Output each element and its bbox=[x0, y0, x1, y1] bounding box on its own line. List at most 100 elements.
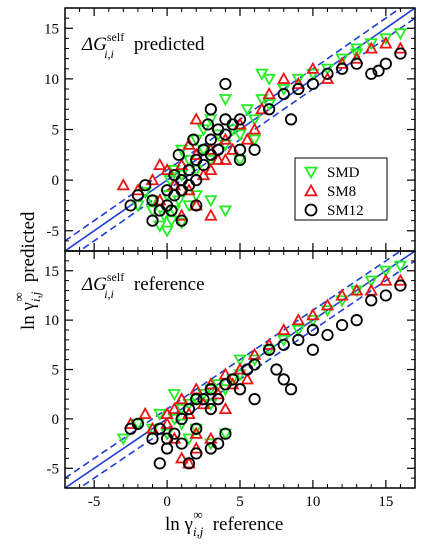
panel1-sm12-point-1 bbox=[131, 189, 145, 202]
panel1-sm12-point-40 bbox=[372, 64, 385, 77]
panel1-sm12-point-42 bbox=[165, 204, 178, 217]
legend-marker-sm12 bbox=[304, 203, 318, 217]
bottom-annotation-sup: self bbox=[107, 270, 124, 284]
panel1-sm12-point-31 bbox=[284, 113, 298, 126]
panel1-sm12-point-38 bbox=[379, 57, 392, 70]
panel2-smd-point-23 bbox=[306, 315, 320, 328]
panel-bottom: -5 0 5 10 15 -5 0 5 10 15 ΔGself i,i reference bbox=[44, 250, 416, 510]
panel1-sm8-point-14 bbox=[240, 132, 255, 145]
panel1-sm12-point-39 bbox=[394, 47, 407, 60]
xtick-label: -5 bbox=[88, 494, 101, 510]
panel2-ytick-label: 10 bbox=[44, 313, 59, 329]
y-axis-title-sub: i,j bbox=[28, 291, 43, 302]
panel1-smd-point-9 bbox=[174, 217, 189, 230]
panel1-sm8-point-2 bbox=[145, 173, 160, 186]
panel1-smd-point-31 bbox=[335, 53, 349, 66]
panel2-sm12-point-30 bbox=[321, 328, 334, 342]
panel1-smd-point-35 bbox=[393, 28, 408, 41]
panel1-sm8-point-32 bbox=[153, 157, 167, 170]
panel1-smd-point-49 bbox=[240, 104, 255, 117]
panel1-sm12-point-48 bbox=[201, 118, 215, 131]
panel1-sm8-point-1 bbox=[131, 183, 145, 196]
panel2-sm8-point-4 bbox=[160, 416, 174, 429]
y-axis-title: ln γi,j∞ predicted bbox=[11, 211, 43, 330]
panel1-sm12-point-22 bbox=[219, 128, 232, 141]
panel1-sm8-point-21 bbox=[262, 87, 276, 100]
panel1-sm12-point-41 bbox=[175, 214, 188, 227]
panel1-sm12-point-35 bbox=[335, 62, 349, 75]
panel1-sm8-point-24 bbox=[306, 61, 320, 74]
panel2-sm12-point-40 bbox=[277, 373, 290, 386]
bottom-annotation-sub: i,i bbox=[104, 287, 114, 301]
panel1-sm12-point-3 bbox=[146, 194, 159, 207]
panel1-smd-point-34 bbox=[379, 33, 393, 46]
panel1-sm12-point-36 bbox=[350, 57, 363, 70]
panel2-sm12-point-24 bbox=[263, 343, 276, 356]
top-annotation-main: ΔG bbox=[81, 34, 107, 55]
top-plot-area bbox=[65, 8, 415, 251]
xtick-label: 0 bbox=[163, 494, 171, 510]
panel2-offset-line-1 bbox=[65, 251, 402, 479]
panel2-sm8-point-23 bbox=[291, 313, 306, 326]
panel2-sm12-point-8 bbox=[175, 437, 188, 450]
panel1-smd-point-16 bbox=[204, 154, 218, 167]
x-axis-title-sub: i,j bbox=[193, 524, 204, 539]
panel2-sm12-point-16 bbox=[212, 393, 225, 406]
panel2-sm12-point-35 bbox=[394, 279, 407, 292]
panel2-sm8-point-18 bbox=[182, 456, 196, 469]
panel1-sm8-point-35 bbox=[204, 162, 218, 176]
x-axis-title: ln γi,j ∞ reference bbox=[165, 507, 283, 539]
panel2-sm12-point-6 bbox=[168, 427, 181, 440]
panel1-sm8-point-23 bbox=[291, 76, 306, 89]
panel2-sm8-point-26 bbox=[335, 288, 349, 301]
panel2-sm8-point-1 bbox=[138, 406, 152, 419]
panel1-smd-point-2 bbox=[145, 195, 160, 208]
panel2-sm12-point-38 bbox=[212, 437, 225, 450]
bottom-annotation-main: ΔG bbox=[81, 274, 107, 295]
panel2-smd-point-14 bbox=[233, 369, 247, 382]
x-axis-title-prefix: ln γ bbox=[165, 514, 193, 535]
y-axis-title-sup: ∞ bbox=[11, 292, 26, 301]
panel1-sm12-point-27 bbox=[204, 103, 217, 116]
panel2-sm12-point-18 bbox=[219, 427, 232, 440]
bottom-plot-area bbox=[65, 251, 415, 488]
panel2-sm8-point-28 bbox=[364, 283, 378, 296]
panel2-smd-point-31 bbox=[167, 389, 182, 402]
xtick-label: 10 bbox=[305, 494, 320, 510]
panel1-sm12-point-2 bbox=[139, 179, 152, 192]
panel2-smd-point-17 bbox=[218, 428, 233, 441]
panel2-smd-point-20 bbox=[262, 344, 276, 357]
legend-entries: SMD SM8 SM12 bbox=[303, 165, 364, 219]
y-axis-title-suffix: predicted bbox=[18, 211, 39, 282]
legend-marker-smd bbox=[303, 166, 319, 180]
panel1-sm12-point-44 bbox=[248, 143, 261, 156]
panel2-sm12-point-15 bbox=[204, 402, 217, 416]
panel2-sm12-point-12 bbox=[190, 422, 203, 435]
x-axis-title-suffix: reference bbox=[213, 514, 284, 535]
panel2-sm8-point-33 bbox=[218, 401, 233, 415]
panel2-sm12-point-20 bbox=[233, 383, 247, 396]
panel1-sm12-point-23 bbox=[219, 113, 232, 126]
panel2-smd-point-24 bbox=[320, 305, 335, 318]
panel2-sm12-point-33 bbox=[365, 294, 378, 307]
panel1-sm12-point-30 bbox=[277, 87, 290, 101]
panel2-sm12-point-14 bbox=[204, 383, 217, 396]
top-annotation-word: predicted bbox=[134, 34, 205, 55]
panel1-smd-point-38 bbox=[218, 205, 233, 218]
panel1-sm8-point-28 bbox=[364, 41, 378, 54]
panel2-smd-point-29 bbox=[393, 260, 408, 273]
xtick-label: 5 bbox=[236, 494, 244, 510]
panel1-identity-line bbox=[65, 8, 415, 251]
panel1-smd-point-36 bbox=[349, 43, 364, 56]
panel2-smd-point-27 bbox=[364, 275, 378, 288]
panel1-ytick-label: 0 bbox=[52, 173, 60, 189]
top-annotation-sup: self bbox=[107, 30, 124, 44]
panel2-sm12-point-32 bbox=[350, 314, 363, 327]
panel1-sm12-point-18 bbox=[204, 148, 217, 161]
panel1-sm12-point-29 bbox=[263, 103, 276, 116]
panel2-sm8-point-20 bbox=[204, 431, 218, 444]
panel2-smd-point-22 bbox=[291, 324, 306, 338]
x-axis-title-sup: ∞ bbox=[193, 507, 202, 522]
panel1-ytick-label: -5 bbox=[47, 224, 60, 240]
panel2-sm12-point-26 bbox=[277, 338, 290, 351]
